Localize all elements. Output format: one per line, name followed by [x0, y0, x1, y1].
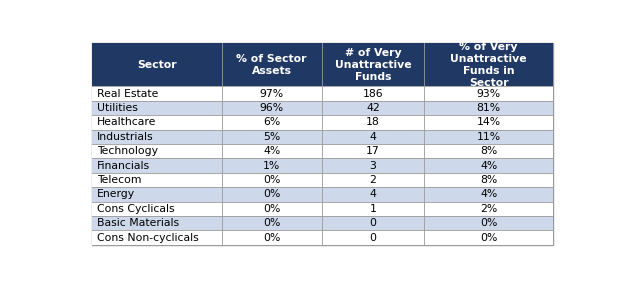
Text: 0%: 0% — [263, 175, 280, 185]
Bar — [322, 86, 424, 101]
Text: 2: 2 — [369, 175, 376, 185]
Text: Sector: Sector — [137, 60, 177, 70]
Text: Industrials: Industrials — [97, 132, 154, 142]
Text: 4%: 4% — [263, 146, 280, 156]
Text: Telecom: Telecom — [97, 175, 142, 185]
Bar — [424, 130, 553, 144]
Bar — [424, 216, 553, 231]
Text: Cons Cyclicals: Cons Cyclicals — [97, 204, 175, 214]
Bar — [222, 101, 322, 115]
Text: Basic Materials: Basic Materials — [97, 218, 180, 228]
Text: 0: 0 — [369, 218, 376, 228]
Bar — [424, 115, 553, 130]
Bar — [222, 173, 322, 187]
Text: 8%: 8% — [480, 175, 497, 185]
Text: 1%: 1% — [263, 161, 280, 171]
Bar — [93, 115, 222, 130]
Text: 186: 186 — [362, 89, 383, 99]
Text: Financials: Financials — [97, 161, 151, 171]
Bar — [93, 187, 222, 202]
Bar — [424, 187, 553, 202]
Bar — [424, 158, 553, 173]
Bar — [222, 144, 322, 158]
Text: 96%: 96% — [260, 103, 284, 113]
Text: Utilities: Utilities — [97, 103, 138, 113]
Bar — [424, 86, 553, 101]
Text: 0%: 0% — [263, 190, 280, 199]
Bar — [424, 144, 553, 158]
Bar — [93, 130, 222, 144]
Bar — [322, 216, 424, 231]
Text: 4%: 4% — [480, 161, 497, 171]
Bar — [93, 216, 222, 231]
Text: 0%: 0% — [480, 218, 498, 228]
Text: 97%: 97% — [260, 89, 284, 99]
Bar — [322, 202, 424, 216]
Bar — [222, 202, 322, 216]
Text: 0%: 0% — [263, 218, 280, 228]
Bar — [93, 173, 222, 187]
Text: 5%: 5% — [263, 132, 280, 142]
Bar — [222, 187, 322, 202]
Bar — [424, 43, 553, 86]
Text: 11%: 11% — [477, 132, 501, 142]
Bar — [93, 158, 222, 173]
Text: 42: 42 — [366, 103, 380, 113]
Bar — [222, 216, 322, 231]
Text: Energy: Energy — [97, 190, 135, 199]
Bar — [93, 144, 222, 158]
Text: Real Estate: Real Estate — [97, 89, 159, 99]
Text: 4: 4 — [369, 132, 376, 142]
Bar — [322, 115, 424, 130]
Text: % of Sector
Assets: % of Sector Assets — [236, 54, 307, 76]
Bar — [322, 158, 424, 173]
Bar — [424, 231, 553, 245]
Text: 4%: 4% — [480, 190, 497, 199]
Text: 0%: 0% — [263, 233, 280, 243]
Bar — [93, 202, 222, 216]
Bar — [322, 130, 424, 144]
Bar — [322, 187, 424, 202]
Text: Cons Non-cyclicals: Cons Non-cyclicals — [97, 233, 199, 243]
Text: 0%: 0% — [263, 204, 280, 214]
Text: 81%: 81% — [477, 103, 501, 113]
Bar — [424, 173, 553, 187]
Text: 1: 1 — [369, 204, 376, 214]
Text: 0: 0 — [369, 233, 376, 243]
Bar — [322, 101, 424, 115]
Bar — [322, 43, 424, 86]
Bar — [222, 115, 322, 130]
Text: 4: 4 — [369, 190, 376, 199]
Bar — [424, 202, 553, 216]
Bar — [322, 231, 424, 245]
Text: 8%: 8% — [480, 146, 497, 156]
Text: 0%: 0% — [480, 233, 498, 243]
Bar — [93, 231, 222, 245]
Bar — [322, 173, 424, 187]
Text: 93%: 93% — [477, 89, 501, 99]
Text: 3: 3 — [369, 161, 376, 171]
Bar — [93, 43, 222, 86]
Bar — [222, 43, 322, 86]
Text: 6%: 6% — [263, 117, 280, 127]
Text: 14%: 14% — [477, 117, 501, 127]
Bar — [93, 86, 222, 101]
Bar — [222, 130, 322, 144]
Text: Healthcare: Healthcare — [97, 117, 157, 127]
Text: Technology: Technology — [97, 146, 158, 156]
Text: % of Very
Unattractive
Funds in
Sector: % of Very Unattractive Funds in Sector — [450, 42, 527, 88]
Text: 18: 18 — [366, 117, 380, 127]
Bar — [222, 86, 322, 101]
Bar — [222, 158, 322, 173]
Text: 2%: 2% — [480, 204, 497, 214]
Text: # of Very
Unattractive
Funds: # of Very Unattractive Funds — [335, 48, 411, 82]
Bar — [93, 101, 222, 115]
Bar — [222, 231, 322, 245]
Bar — [322, 144, 424, 158]
Text: 17: 17 — [366, 146, 380, 156]
Bar — [424, 101, 553, 115]
